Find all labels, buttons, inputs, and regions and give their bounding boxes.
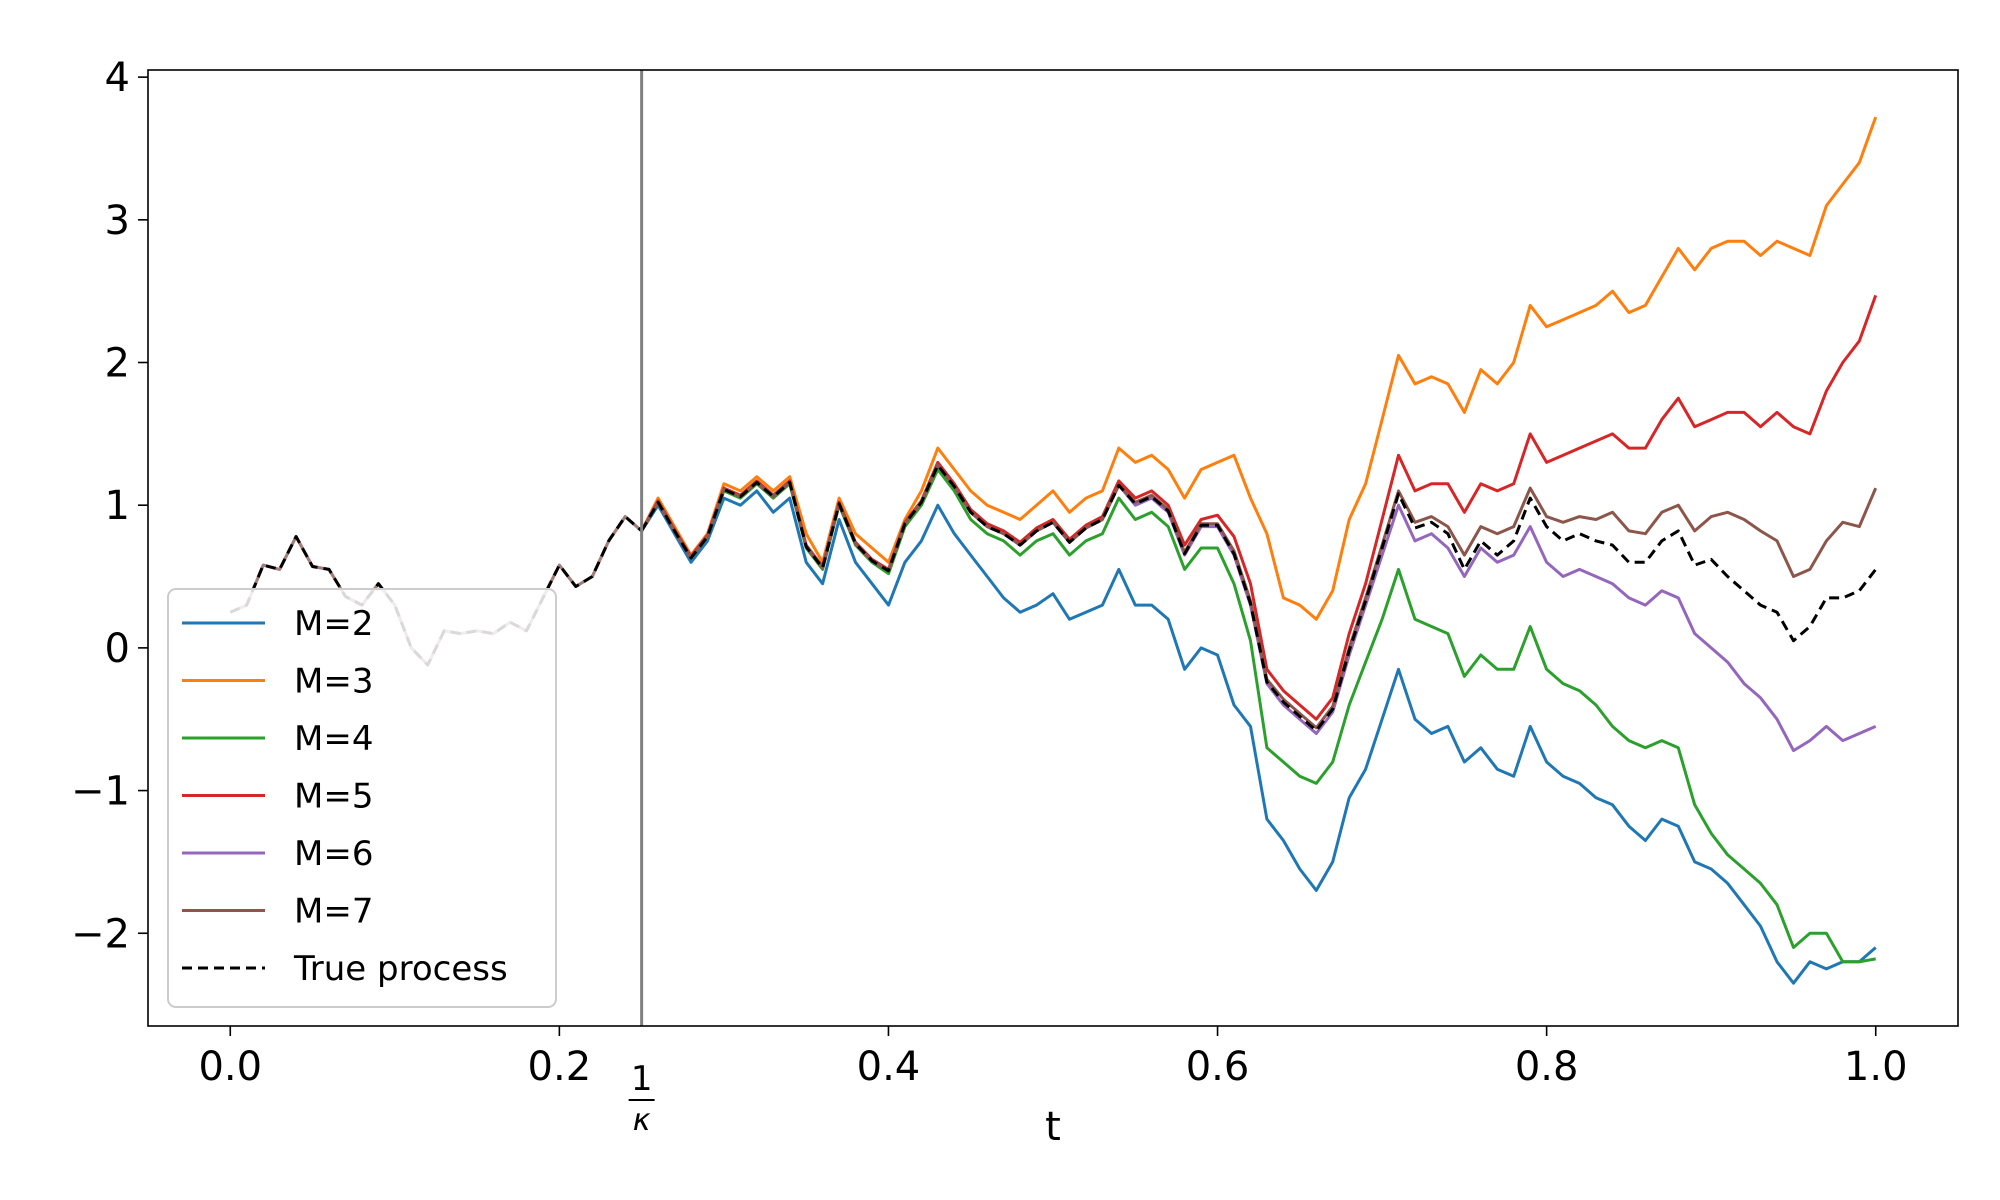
x-tick-label: 0.8 <box>1515 1044 1579 1090</box>
x-tick-label: 0.2 <box>528 1044 592 1090</box>
vline-label-denominator: κ <box>633 1103 651 1138</box>
legend-label: M=7 <box>294 892 373 932</box>
legend: M=2 M=3 M=4 M=5 M=6 M=7 True process <box>167 588 557 1008</box>
vline-tick-label: 1 κ <box>628 1059 655 1138</box>
x-tick-label: 1.0 <box>1844 1044 1908 1090</box>
y-tick-label: 2 <box>105 341 130 387</box>
series-line-7 <box>640 463 1877 733</box>
x-tick-label: 0.4 <box>857 1044 921 1090</box>
legend-label: True process <box>293 949 508 989</box>
legend-label: M=6 <box>294 834 373 874</box>
x-axis-ticks: 0.0 0.2 0.4 0.6 0.8 1.0 <box>198 1026 1908 1090</box>
x-tick-label: 0.0 <box>198 1044 262 1090</box>
legend-box <box>167 588 557 1008</box>
x-axis-label: t <box>1045 1104 1061 1150</box>
y-tick-label: −1 <box>71 769 130 815</box>
y-axis-ticks: −2 −1 0 1 2 3 4 <box>71 55 148 957</box>
y-tick-label: 1 <box>105 483 130 529</box>
legend-label: M=2 <box>294 604 373 644</box>
vline-label-numerator: 1 <box>631 1059 653 1099</box>
series-line-1 <box>640 489 1877 985</box>
y-tick-label: 3 <box>105 198 130 244</box>
legend-label: M=4 <box>294 719 373 759</box>
legend-label: M=5 <box>294 777 373 817</box>
series-layer <box>229 116 1878 985</box>
y-tick-label: −2 <box>71 911 130 957</box>
series-line-2 <box>640 116 1878 621</box>
legend-label: M=3 <box>294 662 373 702</box>
x-tick-label: 0.6 <box>1186 1044 1250 1090</box>
y-tick-label: 4 <box>105 55 130 101</box>
y-tick-label: 0 <box>105 626 130 672</box>
legend-items: M=2 M=3 M=4 M=5 M=6 M=7 True process <box>182 604 508 989</box>
plot-frame <box>147 69 1959 1027</box>
